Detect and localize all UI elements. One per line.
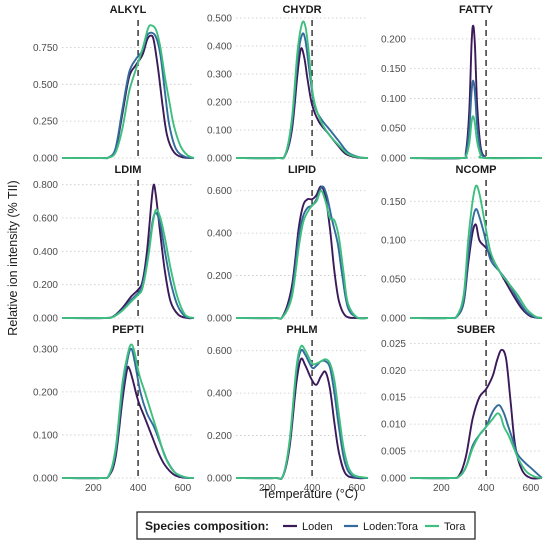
series-line-tora — [409, 184, 543, 320]
series-line-loden — [235, 185, 369, 320]
panels-layer: ALKYL 0.000 0.250 0.500 0.750 CHYDR 0.000 0.100… — [33, 4, 543, 494]
y-tick-label: 0.000 — [33, 314, 58, 325]
y-tick-label: 0.005 — [381, 447, 406, 458]
series-line-tora — [61, 208, 195, 320]
series-line-loden-tora — [409, 208, 543, 320]
series-line-loden — [235, 47, 369, 160]
y-tick-label: 0.010 — [381, 420, 406, 431]
y-tick-label: 0.015 — [381, 393, 406, 404]
panel-title-lipid: LIPID — [288, 164, 316, 176]
panel-title-chydr: CHYDR — [282, 4, 321, 16]
panel-fatty: FATTY 0.000 0.050 0.100 0.150 0.200 — [381, 4, 543, 165]
panel-title-fatty: FATTY — [459, 4, 494, 16]
y-tick-label: 0.400 — [207, 42, 232, 53]
y-tick-label: 0.200 — [207, 98, 232, 109]
series-line-tora — [409, 412, 543, 480]
y-tick-label: 0.200 — [33, 280, 58, 291]
y-tick-label: 0.750 — [33, 43, 58, 54]
y-tick-label: 0.800 — [33, 180, 58, 191]
y-tick-label: 0.100 — [207, 126, 232, 137]
panel-alkyl: ALKYL 0.000 0.250 0.500 0.750 — [33, 4, 195, 165]
y-tick-label: 0.200 — [207, 271, 232, 282]
y-tick-label: 0.200 — [381, 34, 406, 45]
series-line-tora — [235, 189, 369, 320]
y-tick-label: 0.100 — [381, 236, 406, 247]
y-axis-title: Relative ion intensity (% TII) — [6, 180, 20, 335]
panel-title-phlm: PHLM — [286, 324, 317, 336]
y-tick-label: 0.000 — [381, 474, 406, 485]
y-tick-label: 0.150 — [381, 64, 406, 75]
x-tick-label: 600 — [174, 483, 191, 494]
x-tick-label: 200 — [433, 483, 450, 494]
y-tick-label: 0.200 — [33, 387, 58, 398]
y-tick-label: 0.200 — [207, 431, 232, 442]
panel-title-alkyl: ALKYL — [110, 4, 147, 16]
series-line-loden — [235, 357, 369, 480]
panel-suber: SUBER 0.000 0.005 0.010 0.015 0.020 0.025 200 40… — [381, 324, 543, 494]
y-tick-label: 0.000 — [33, 474, 58, 485]
y-tick-label: 0.150 — [381, 197, 406, 208]
y-tick-label: 0.600 — [207, 186, 232, 197]
x-tick-label: 200 — [259, 483, 276, 494]
series-line-loden-tora — [61, 31, 195, 160]
y-tick-label: 0.600 — [207, 346, 232, 357]
legend: Species composition: Loden Loden:Tora To… — [136, 511, 476, 540]
y-tick-label: 0.400 — [207, 229, 232, 240]
y-tick-label: 0.000 — [207, 474, 232, 485]
legend-label-loden-tora: Loden:Tora — [363, 521, 419, 533]
series-line-loden-tora — [235, 32, 369, 160]
panel-title-pepti: PEPTI — [112, 324, 144, 336]
y-tick-label: 0.500 — [207, 14, 232, 25]
y-tick-label: 0.500 — [33, 80, 58, 91]
y-tick-label: 0.600 — [33, 214, 58, 225]
x-tick-label: 400 — [304, 483, 321, 494]
panel-ncomp: NCOMP 0.000 0.050 0.100 0.150 — [381, 164, 543, 325]
series-line-tora — [235, 20, 369, 160]
panel-phlm: PHLM 0.000 0.200 0.400 0.600 200 400 600 — [207, 324, 369, 494]
y-tick-label: 0.400 — [207, 389, 232, 400]
y-tick-label: 0.000 — [33, 154, 58, 165]
y-tick-label: 0.025 — [381, 339, 406, 350]
x-tick-label: 200 — [85, 483, 102, 494]
y-tick-label: 0.000 — [207, 314, 232, 325]
y-tick-label: 0.400 — [33, 247, 58, 258]
series-line-tora — [409, 115, 543, 160]
y-tick-label: 0.000 — [207, 154, 232, 165]
x-tick-label: 600 — [348, 483, 365, 494]
y-tick-label: 0.000 — [381, 314, 406, 325]
panel-pepti: PEPTI 0.000 0.100 0.200 0.300 200 400 600 — [33, 324, 195, 494]
series-line-tora — [61, 24, 195, 159]
series-line-loden-tora — [61, 211, 195, 320]
panel-title-suber: SUBER — [457, 324, 496, 336]
panel-title-ncomp: NCOMP — [456, 164, 497, 176]
series-line-loden-tora — [235, 348, 369, 481]
legend-label-loden: Loden — [302, 521, 333, 533]
x-tick-label: 400 — [130, 483, 147, 494]
y-tick-label: 0.100 — [33, 430, 58, 441]
y-tick-label: 0.100 — [381, 94, 406, 105]
legend-title: Species composition: — [145, 519, 269, 533]
series-line-tora — [61, 343, 195, 480]
y-tick-label: 0.250 — [33, 117, 58, 128]
y-tick-label: 0.300 — [33, 344, 58, 355]
panel-ldim: LDIM 0.000 0.200 0.400 0.600 0.800 — [33, 164, 195, 325]
y-tick-label: 0.300 — [207, 70, 232, 81]
x-tick-label: 400 — [478, 483, 495, 494]
panel-lipid: LIPID 0.000 0.200 0.400 0.600 — [207, 164, 369, 325]
legend-box — [136, 511, 476, 540]
legend-label-tora: Tora — [444, 521, 466, 533]
y-tick-label: 0.050 — [381, 275, 406, 286]
series-line-tora — [235, 344, 369, 480]
panel-chydr: CHYDR 0.000 0.100 0.200 0.300 0.400 0.500 — [207, 4, 369, 165]
x-axis-title: Temperature (°C) — [262, 487, 358, 501]
series-line-loden — [61, 365, 195, 480]
y-tick-label: 0.050 — [381, 124, 406, 135]
x-tick-label: 600 — [522, 483, 539, 494]
y-tick-label: 0.020 — [381, 366, 406, 377]
panel-title-ldim: LDIM — [115, 164, 142, 176]
y-tick-label: 0.000 — [381, 154, 406, 165]
